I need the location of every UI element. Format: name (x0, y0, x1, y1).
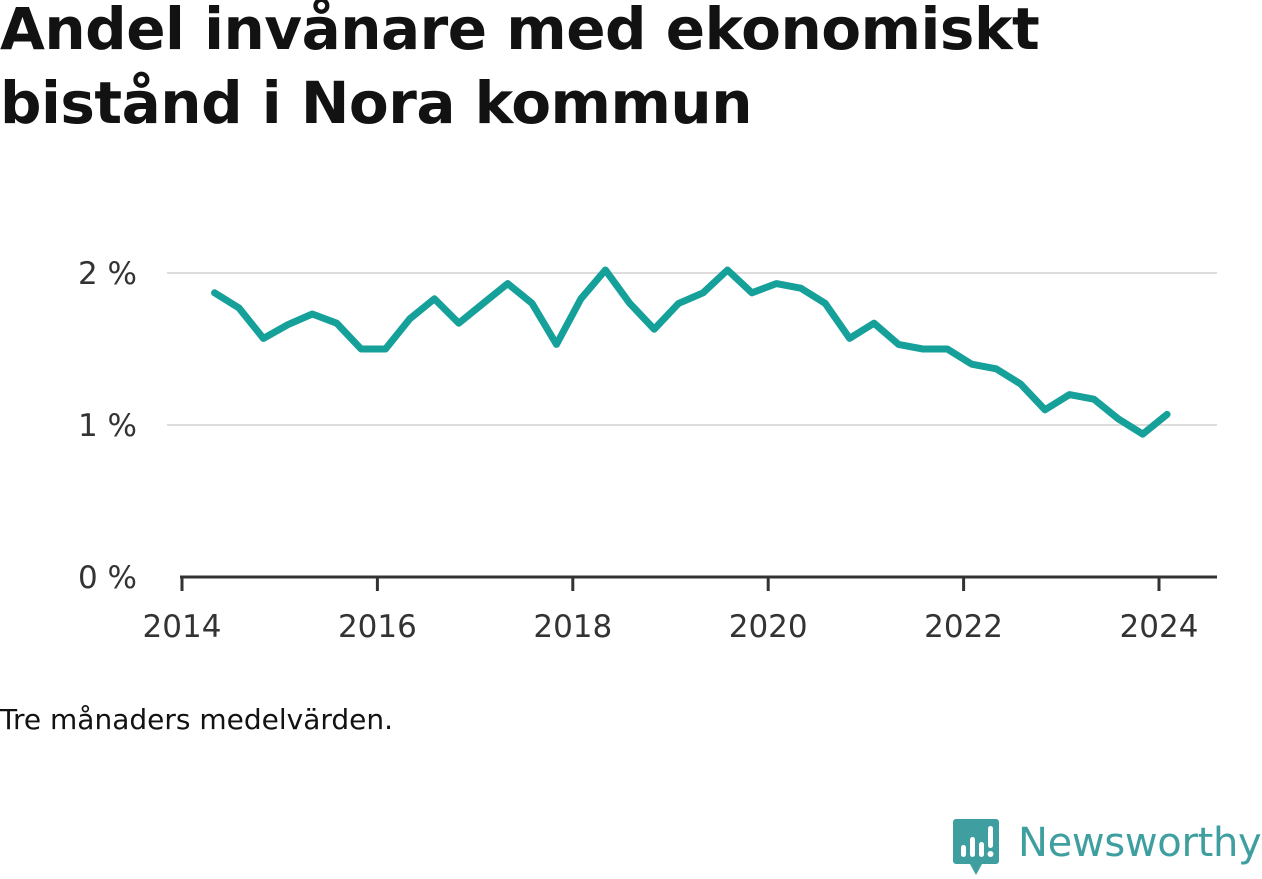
series-layer (211, 266, 1171, 438)
x-tick-label: 2020 (729, 609, 808, 645)
y-tick-label: 2 % (78, 256, 137, 292)
series-line (211, 266, 1171, 438)
x-tick-label: 2016 (338, 609, 417, 645)
y-axis-ticks: 0 % 1 % 2 % (78, 256, 137, 596)
chart-note: Tre månaders medelvärden. (0, 703, 394, 736)
line-chart: 0 % 1 % 2 % 2014 2016 2018 2020 2022 2024 (78, 256, 1217, 645)
x-tick-label: 2014 (143, 609, 222, 645)
y-tick-label: 0 % (78, 560, 137, 596)
bar-chart-speech-bubble-icon (953, 819, 999, 875)
y-tick-label: 1 % (78, 408, 137, 444)
newsworthy-logo: Newsworthy (952, 817, 1262, 879)
x-axis-ticks: 2014 2016 2018 2020 2022 2024 (143, 577, 1199, 645)
x-tick-label: 2022 (924, 609, 1003, 645)
chart-title: Andel invånare med ekonomiskt bistånd i … (0, 0, 1040, 137)
brand-name: Newsworthy (1018, 820, 1262, 866)
x-tick-label: 2018 (533, 609, 612, 645)
gridlines (167, 272, 1217, 426)
x-tick-label: 2024 (1120, 609, 1199, 645)
